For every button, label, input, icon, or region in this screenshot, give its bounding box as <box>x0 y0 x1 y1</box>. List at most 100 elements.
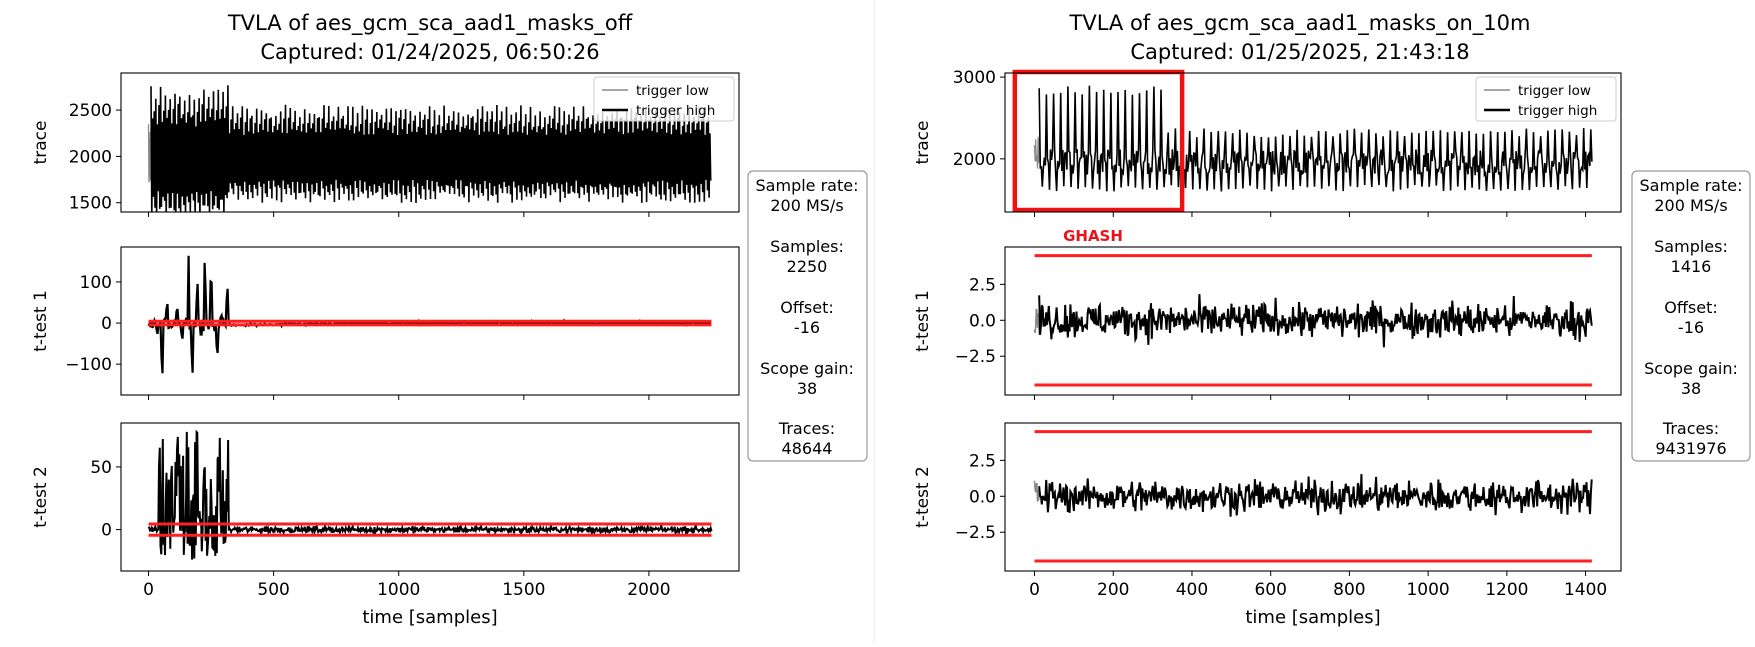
ghash-highlight-box <box>1012 69 1185 213</box>
right-t-test-1-ylabel: t-test 1 <box>913 290 933 352</box>
y-tick-label: 0 <box>101 314 112 334</box>
y-tick-label: 2.5 <box>969 451 996 471</box>
x-tick-label: 200 <box>1097 580 1129 600</box>
right-trace-trigger-high-line <box>1038 85 1593 192</box>
y-tick-label: −2.5 <box>955 347 996 367</box>
x-tick-label: 0 <box>143 580 154 600</box>
left-trace-axes: 1500 2000 2500 trace trigger low trigger high <box>31 72 740 217</box>
y-tick-label: 0 <box>101 521 112 541</box>
left-t-test-2-ylabel: t-test 2 <box>31 466 51 528</box>
x-tick-label: 1000 <box>377 580 420 600</box>
x-tick-label: 1200 <box>1485 580 1528 600</box>
left-trace-ylabel: trace <box>31 121 51 165</box>
right-sample-rate-value: 200 MS/s <box>1654 196 1727 215</box>
right-samples-label: Samples: <box>1654 237 1728 256</box>
y-tick-label: 50 <box>90 458 112 478</box>
right-t-test-2-axes: −2.5 0.0 2.5 0 200 400 600 800 1000 1200 1400 t-tes… <box>913 422 1622 628</box>
legend-label-trigger-high: trigger high <box>1518 103 1597 119</box>
left-t-test-1-axes: −100 0 100 t-test 1 <box>31 246 740 400</box>
right-sample-rate-label: Sample rate: <box>1640 176 1743 195</box>
x-tick-label: 600 <box>1254 580 1286 600</box>
right-title-line1: TVLA of aes_gcm_sca_aad1_masks_on_10m <box>1069 11 1531 36</box>
left-trace-series <box>147 85 712 212</box>
right-legend: trigger low trigger high <box>1475 76 1617 122</box>
legend-frame <box>593 76 735 122</box>
left-title-line1: TVLA of aes_gcm_sca_aad1_masks_off <box>227 11 633 36</box>
y-tick-label: 2000 <box>69 147 112 167</box>
y-tick-label: 3000 <box>953 68 996 88</box>
right-scope-gain-value: 38 <box>1681 379 1701 398</box>
left-info-frame <box>747 170 868 462</box>
right-trace-ylabel: trace <box>913 121 933 165</box>
legend-label-trigger-low: trigger low <box>636 83 709 99</box>
right-t-test-1-trigger-low-line <box>1033 308 1040 335</box>
left-title-line2: Captured: 01/24/2025, 06:50:26 <box>260 40 599 64</box>
right-t-test-2-trigger-low-line <box>1033 480 1040 502</box>
right-info-box: Sample rate: 200 MS/s Samples: 1416 Offs… <box>1631 170 1751 462</box>
left-samples-label: Samples: <box>770 237 844 256</box>
right-trace-axes: 2000 3000 trace trigger low trigger high <box>913 68 1622 217</box>
right-t-test-1-line <box>1038 294 1593 348</box>
left-t-test-1-frame <box>120 246 740 396</box>
right-traces-label: Traces: <box>1662 419 1719 438</box>
left-t-test-2-series <box>147 429 713 560</box>
left-t-test-2-frame <box>120 422 740 572</box>
y-tick-label: 1500 <box>69 194 112 214</box>
left-t-test-1-series <box>147 255 712 374</box>
y-tick-label: −2.5 <box>955 523 996 543</box>
x-tick-label: 1400 <box>1564 580 1607 600</box>
right-samples-value: 1416 <box>1671 257 1712 276</box>
left-legend: trigger low trigger high <box>593 76 735 122</box>
x-tick-label: 0 <box>1029 580 1040 600</box>
right-traces-value: 9431976 <box>1655 439 1726 458</box>
y-tick-label: −100 <box>65 355 112 375</box>
right-scope-gain-label: Scope gain: <box>1644 359 1738 378</box>
right-offset-value: -16 <box>1678 318 1704 337</box>
right-trace-trigger-low-line <box>1033 136 1040 169</box>
y-tick-label: 2.5 <box>969 275 996 295</box>
right-info-frame <box>1631 170 1751 462</box>
x-tick-label: 2000 <box>627 580 670 600</box>
right-trace-series <box>1033 85 1593 192</box>
left-scope-gain-value: 38 <box>797 379 817 398</box>
legend-frame <box>1475 76 1617 122</box>
left-offset-label: Offset: <box>780 298 833 317</box>
right-xlabel: time [samples] <box>1245 607 1380 628</box>
left-trace-frame <box>120 72 740 213</box>
left-scope-gain-label: Scope gain: <box>760 359 854 378</box>
left-sample-rate-label: Sample rate: <box>756 176 859 195</box>
left-traces-value: 48644 <box>782 439 833 458</box>
y-tick-label: 2500 <box>69 101 112 121</box>
legend-label-trigger-low: trigger low <box>1518 83 1591 99</box>
y-tick-label: 100 <box>80 273 112 293</box>
x-tick-label: 1500 <box>502 580 545 600</box>
panel-divider <box>874 0 875 643</box>
right-t-test-2-series <box>1033 474 1593 517</box>
right-t-test-2-line <box>1038 474 1593 517</box>
right-t-test-2-frame <box>1004 422 1622 572</box>
left-samples-value: 2250 <box>787 257 828 276</box>
left-xlabel: time [samples] <box>362 607 497 628</box>
right-t-test-1-axes: −2.5 0.0 2.5 t-test 1 <box>913 246 1622 400</box>
right-t-test-1-frame <box>1004 246 1622 396</box>
right-offset-label: Offset: <box>1664 298 1717 317</box>
left-sample-rate-value: 200 MS/s <box>770 196 843 215</box>
left-trace-trigger-low-line <box>147 124 152 183</box>
x-tick-label: 800 <box>1333 580 1365 600</box>
x-tick-label: 500 <box>257 580 289 600</box>
left-trace-trigger-high-line <box>150 85 712 212</box>
y-tick-label: 0.0 <box>969 487 996 507</box>
x-tick-label: 1000 <box>1406 580 1449 600</box>
x-tick-label: 400 <box>1176 580 1208 600</box>
right-t-test-2-ylabel: t-test 2 <box>913 466 933 528</box>
left-t-test-2-line <box>147 429 713 560</box>
ghash-label: GHASH <box>1063 227 1123 245</box>
left-t-test-1-line <box>147 255 712 374</box>
y-tick-label: 2000 <box>953 150 996 170</box>
left-traces-label: Traces: <box>778 419 835 438</box>
left-offset-value: -16 <box>794 318 820 337</box>
